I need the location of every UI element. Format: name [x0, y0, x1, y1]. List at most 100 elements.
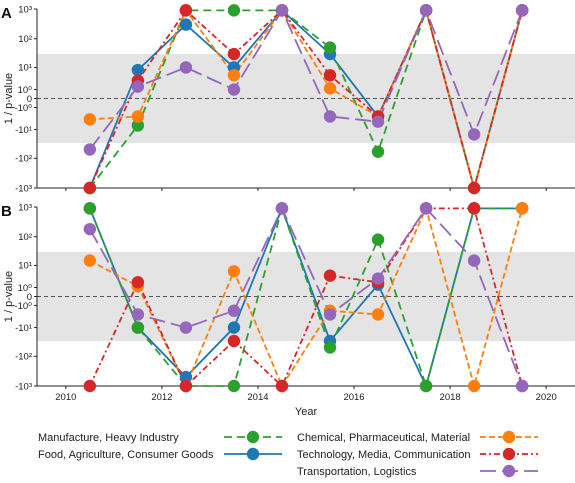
data-point	[131, 63, 145, 77]
data-point	[323, 110, 337, 123]
x-tick-label: 2012	[151, 392, 172, 403]
data-point	[323, 269, 337, 282]
y-tick-label: -10⁰	[14, 103, 32, 114]
series-line-3	[89, 207, 524, 388]
data-point	[131, 308, 145, 321]
data-point	[515, 379, 529, 393]
data-point	[131, 80, 145, 93]
data-point	[275, 202, 289, 215]
y-tick-label: -10²	[15, 352, 32, 363]
data-point	[131, 276, 145, 289]
data-point	[179, 379, 193, 393]
legend-swatch-marker	[246, 447, 260, 461]
y-tick-label: 0	[27, 94, 32, 105]
x-tick-label: 2018	[440, 392, 461, 403]
y-tick-label: -10¹	[15, 125, 32, 136]
legend-swatch-marker	[502, 447, 516, 461]
data-point	[227, 69, 241, 82]
legend-entry: Manufacture, Heavy Industry	[38, 430, 282, 444]
legend-swatch-marker	[246, 430, 260, 444]
data-point	[179, 61, 193, 74]
legend-swatch-marker	[502, 430, 516, 444]
data-point	[227, 321, 241, 334]
legend-entry: Technology, Media, Communication	[297, 447, 538, 461]
data-point	[275, 4, 289, 17]
data-point	[131, 321, 145, 334]
legend-label: Transportation, Logistics	[297, 466, 417, 478]
y-tick-label: -10³	[15, 183, 32, 194]
data-point	[371, 115, 385, 128]
data-point	[83, 143, 97, 156]
data-point	[131, 110, 145, 123]
series-line-4	[89, 206, 524, 387]
data-point	[179, 321, 193, 334]
data-point	[515, 4, 529, 17]
y-axis-title: 1 / p-value	[3, 73, 15, 124]
x-axis-title: Year	[295, 406, 318, 418]
data-point	[179, 4, 193, 17]
legend-swatch-marker	[502, 464, 516, 478]
data-point	[467, 128, 481, 141]
data-point	[83, 254, 97, 267]
legend-label: Food, Agriculture, Consumer Goods	[38, 449, 214, 461]
data-point	[179, 18, 193, 31]
data-point	[371, 308, 385, 321]
data-point	[467, 202, 481, 215]
data-point	[83, 181, 97, 195]
data-point	[227, 379, 241, 393]
data-point	[419, 202, 433, 215]
data-point	[179, 370, 193, 384]
data-point	[467, 181, 481, 195]
legend-entry: Food, Agriculture, Consumer Goods	[38, 447, 282, 461]
y-tick-label: 10¹	[18, 63, 32, 74]
y-tick-label: 10²	[18, 232, 32, 243]
data-point	[323, 308, 337, 321]
x-tick-label: 2010	[55, 392, 76, 403]
legend-label: Manufacture, Heavy Industry	[38, 432, 179, 444]
data-point	[227, 265, 241, 278]
y-tick-label: 10⁰	[18, 283, 33, 294]
data-point	[227, 4, 241, 17]
data-point	[323, 341, 337, 354]
data-point	[323, 69, 337, 82]
y-tick-label: 10²	[18, 34, 32, 45]
data-point	[467, 379, 481, 393]
data-point	[371, 233, 385, 246]
y-tick-label: -10¹	[15, 323, 32, 334]
data-point	[83, 379, 97, 393]
data-point	[323, 41, 337, 54]
data-point	[371, 272, 385, 285]
data-point	[275, 379, 289, 393]
data-point	[227, 47, 241, 61]
data-point	[83, 202, 97, 215]
data-point	[467, 254, 481, 267]
y-tick-label: 0	[27, 292, 32, 303]
data-point	[419, 379, 433, 393]
series-line-1	[89, 7, 524, 192]
y-tick-label: 10¹	[18, 261, 32, 272]
series-line-2	[89, 7, 524, 192]
data-point	[419, 4, 433, 17]
data-point	[515, 202, 529, 215]
series-line-1	[89, 205, 523, 390]
data-point	[227, 334, 241, 348]
data-point	[83, 222, 97, 236]
data-point	[323, 82, 337, 95]
legend-entry: Transportation, Logistics	[297, 464, 538, 478]
data-point	[371, 145, 385, 158]
data-point	[227, 304, 241, 317]
legend-label: Technology, Media, Communication	[297, 449, 470, 461]
panel-letter: A	[1, 5, 12, 22]
y-tick-label: -10³	[15, 381, 32, 392]
x-tick-label: 2014	[247, 392, 268, 403]
y-axis-title: 1 / p-value	[3, 271, 15, 322]
data-point	[131, 119, 145, 132]
x-tick-label: 2020	[536, 392, 557, 403]
y-tick-label: 10⁰	[18, 85, 33, 96]
data-point	[83, 113, 97, 126]
legend-label: Chemical, Pharmaceutical, Material	[297, 432, 470, 444]
data-point	[227, 83, 241, 96]
